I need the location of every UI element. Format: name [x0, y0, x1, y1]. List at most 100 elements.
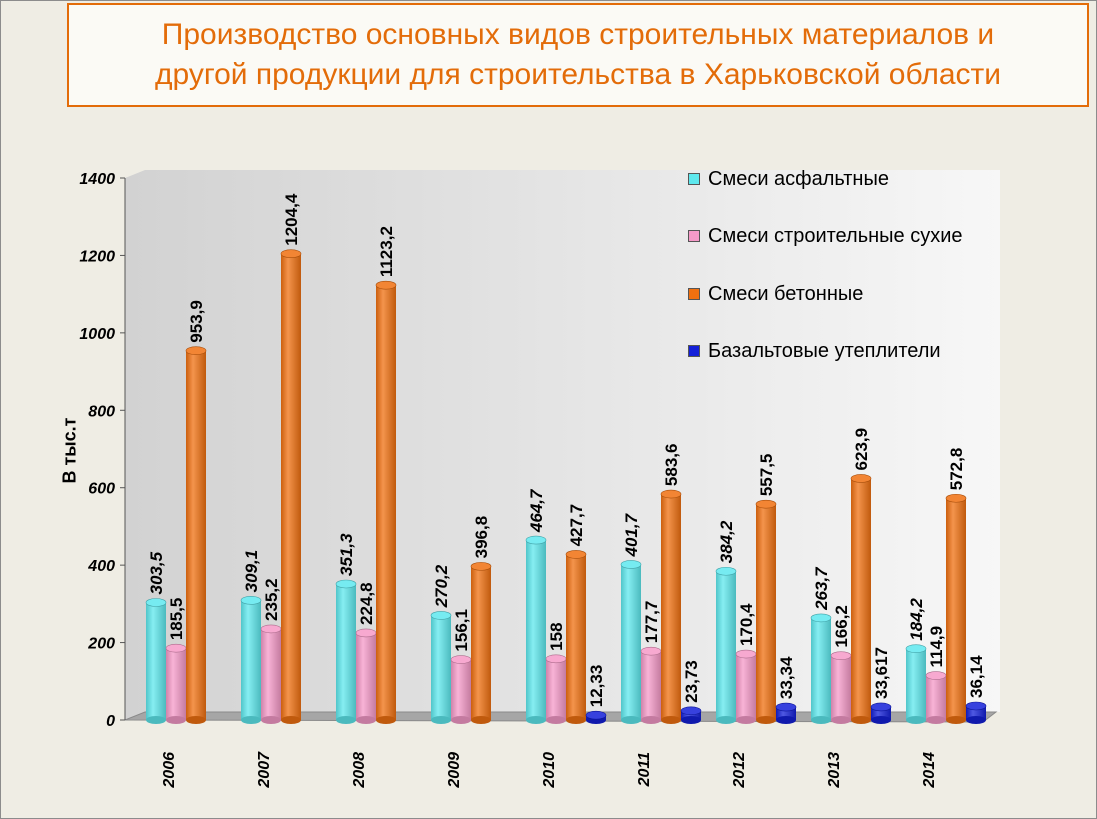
bar-body [926, 675, 946, 720]
x-tick-label: 2010 [541, 752, 558, 789]
data-label: 384,2 [717, 520, 736, 563]
bar-base [431, 716, 451, 724]
data-label: 351,3 [337, 533, 356, 576]
data-label: 235,2 [262, 578, 281, 621]
bar-body [546, 658, 566, 720]
bar-top [715, 566, 737, 576]
bar-top [165, 643, 187, 653]
bar-body [451, 659, 471, 720]
bar-body [736, 654, 756, 720]
x-tick-label: 2006 [161, 752, 178, 789]
data-label: 1204,4 [282, 193, 301, 246]
data-label: 177,7 [642, 601, 661, 644]
bar-base [681, 716, 701, 724]
bar-body [376, 285, 396, 720]
bar-base [451, 716, 471, 724]
bar-base [946, 716, 966, 724]
bar-top [735, 649, 757, 659]
bar-top [375, 280, 397, 290]
bar-base [756, 716, 776, 724]
bar-base [641, 716, 661, 724]
bar-top [945, 493, 967, 503]
data-label: 270,2 [432, 564, 451, 608]
legend-label-dry-mix: Смеси строительные сухие [708, 225, 963, 247]
bar-top [755, 499, 777, 509]
data-label: 464,7 [527, 488, 546, 533]
bar-body [756, 504, 776, 720]
bar-top [470, 562, 492, 571]
bar-top [565, 550, 587, 559]
bar-top [660, 489, 682, 499]
bar-top [355, 628, 377, 638]
bar-top [240, 596, 262, 605]
data-label: 170,4 [737, 603, 756, 646]
x-tick-label: 2014 [921, 752, 938, 789]
bar-body [681, 710, 701, 720]
bar-body [566, 554, 586, 720]
bar-body [716, 571, 736, 720]
y-tick-label: 0 [106, 713, 115, 730]
bar-top [280, 249, 302, 259]
legend-swatch-basalt [688, 345, 700, 357]
bar-base [871, 716, 891, 724]
bar-base [146, 716, 166, 724]
chart-title: Производство основных видов строительных… [154, 18, 1002, 91]
bar-top [850, 474, 872, 483]
legend-item-asphalt: Смеси асфальтные [688, 166, 988, 193]
bar-base [811, 716, 831, 724]
bar-body [186, 350, 206, 720]
bar-base [471, 716, 491, 724]
bar-top [525, 535, 547, 545]
data-label: 309,1 [242, 550, 261, 593]
data-label: 396,8 [472, 516, 491, 559]
y-tick-label: 200 [87, 636, 115, 653]
legend-swatch-concrete [688, 288, 700, 300]
bar-body [831, 655, 851, 720]
bar-top [830, 651, 852, 660]
data-label: 158 [547, 622, 566, 650]
data-label: 263,7 [812, 566, 831, 611]
bar-base [356, 716, 376, 724]
bar-body [471, 566, 491, 720]
bar-base [966, 716, 986, 724]
legend-label-concrete: Смеси бетонные [708, 283, 864, 305]
data-label: 23,73 [682, 660, 701, 703]
bar-body [146, 602, 166, 720]
bar-top [585, 710, 607, 720]
bar-base [736, 716, 756, 724]
bar-base [716, 716, 736, 724]
bar-body [431, 615, 451, 720]
bar-body [281, 253, 301, 720]
bar-top [640, 646, 662, 656]
bar-top [810, 613, 832, 623]
bar-body [811, 617, 831, 720]
bar-base [526, 716, 546, 724]
bar-body [166, 648, 186, 720]
data-label: 572,8 [947, 448, 966, 491]
data-label: 427,7 [567, 504, 586, 547]
bar-base [926, 716, 946, 724]
bar-base [906, 716, 926, 724]
data-label: 224,8 [357, 582, 376, 625]
data-label: 583,6 [662, 444, 681, 487]
bar-top [145, 598, 167, 607]
legend-swatch-dry-mix [688, 230, 700, 242]
bar-base [376, 716, 396, 724]
bar-base [566, 716, 586, 724]
bar-body [261, 628, 281, 720]
bar-top [260, 624, 282, 634]
x-tick-label: 2013 [826, 752, 843, 789]
data-label: 1123,2 [377, 226, 396, 277]
bar-base [776, 716, 796, 724]
y-tick-label: 1400 [79, 171, 115, 188]
legend-item-concrete: Смеси бетонные [688, 281, 988, 308]
bar-top [545, 654, 567, 664]
data-label: 303,5 [147, 551, 166, 594]
bar-base [241, 716, 261, 724]
bar-body [241, 600, 261, 720]
bar-body [336, 583, 356, 720]
y-tick-label: 1000 [79, 326, 115, 343]
y-tick-label: 400 [87, 558, 115, 575]
title-box: Производство основных видов строительных… [67, 3, 1089, 107]
